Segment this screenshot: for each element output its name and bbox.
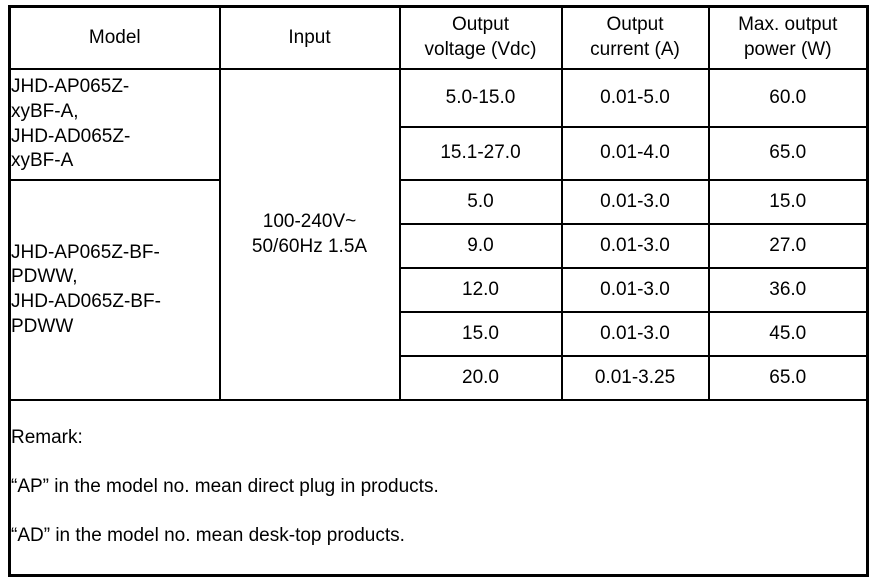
table-row: JHD-AP065Z-BF- PDWW, JHD-AD065Z-BF- PDWW… (8, 179, 869, 401)
cell-current: 0.01-3.0 (560, 179, 710, 225)
cell-voltage: 12.0 (398, 267, 563, 313)
column-header-input: Input (218, 5, 401, 70)
remark-row: Remark: “AP” in the model no. mean direc… (8, 398, 869, 577)
remark-line-ad: “AD” in the model no. mean desk-top prod… (11, 525, 405, 547)
cell-voltage: 5.0 (398, 179, 563, 225)
cell-power: 65.0 (707, 355, 869, 401)
cell-voltage: 15.1-27.0 (398, 126, 563, 181)
input-spec-cell: 100-240V~ 50/60Hz 1.5A (218, 68, 401, 401)
model-group-cell-2: JHD-AP065Z-BF- PDWW, JHD-AD065Z-BF- PDWW (8, 179, 221, 401)
remark-title: Remark: (11, 426, 83, 448)
cell-current: 0.01-5.0 (560, 68, 710, 128)
cell-voltage: 20.0 (398, 355, 563, 401)
column-header-max-output-power: Max. output power (W) (707, 5, 869, 70)
column-header-output-current: Output current (A) (560, 5, 710, 70)
cell-power: 27.0 (707, 223, 869, 269)
column-header-model: Model (8, 5, 221, 70)
spec-table: Model Input Output voltage (Vdc) Output … (8, 5, 869, 577)
cell-current: 0.01-3.0 (560, 223, 710, 269)
cell-power: 15.0 (707, 179, 869, 225)
cell-power: 65.0 (707, 126, 869, 181)
cell-voltage: 5.0-15.0 (398, 68, 563, 128)
cell-power: 45.0 (707, 311, 869, 357)
remark-line-ap: “AP” in the model no. mean direct plug i… (11, 476, 439, 498)
cell-current: 0.01-3.0 (560, 311, 710, 357)
remark-section: Remark: “AP” in the model no. mean direc… (8, 398, 869, 577)
cell-current: 0.01-3.0 (560, 267, 710, 313)
cell-current: 0.01-3.25 (560, 355, 710, 401)
header-row: Model Input Output voltage (Vdc) Output … (8, 5, 869, 70)
model-group-cell-1: JHD-AP065Z- xyBF-A, JHD-AD065Z- xyBF-A (8, 68, 221, 181)
cell-power: 60.0 (707, 68, 869, 128)
table-row: JHD-AP065Z- xyBF-A, JHD-AD065Z- xyBF-A 1… (8, 68, 869, 401)
table-row: 15.0 0.01-3.0 45.0 (10, 311, 869, 357)
table-row: 9.0 0.01-3.0 27.0 (10, 223, 869, 269)
table-row: 12.0 0.01-3.0 36.0 (10, 267, 869, 313)
cell-power: 36.0 (707, 267, 869, 313)
table-row: 15.1-27.0 0.01-4.0 65.0 (10, 126, 869, 181)
column-header-output-voltage: Output voltage (Vdc) (398, 5, 563, 70)
cell-voltage: 9.0 (398, 223, 563, 269)
table-row: 20.0 0.01-3.25 65.0 (10, 355, 869, 401)
cell-voltage: 15.0 (398, 311, 563, 357)
cell-current: 0.01-4.0 (560, 126, 710, 181)
